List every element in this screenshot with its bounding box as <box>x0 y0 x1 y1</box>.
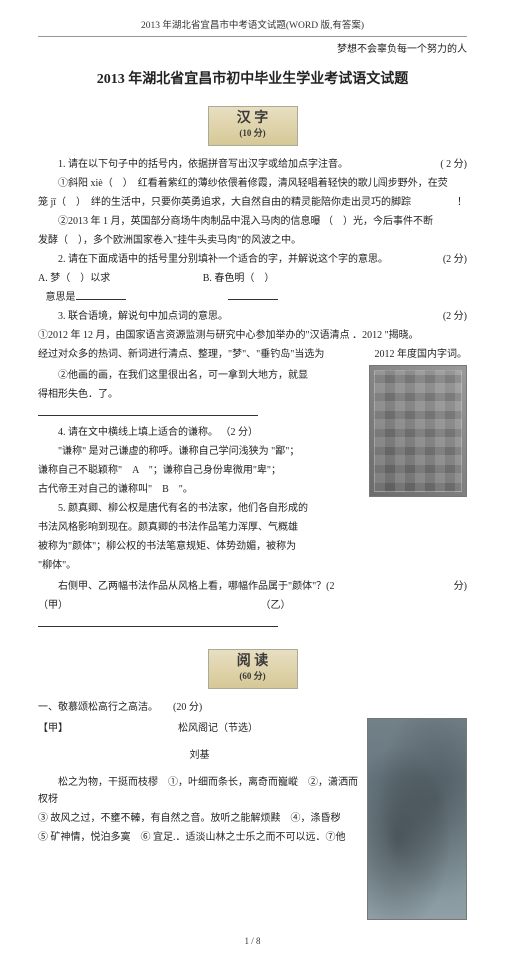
q5-l3: "柳体"。 <box>38 557 361 574</box>
reading-author: 刘基 <box>38 747 361 764</box>
q5-question: 右侧甲、乙两幅书法作品从风格上看，哪幅作品属于"颜体"？(2 分) <box>38 578 467 595</box>
q5-l2: 被称为"颜体"；柳公权的书法笔意规矩、体势劲媚，被称为 <box>38 538 361 555</box>
q3-l3: ②他画的画，在我们这里很出名，可一拿到大地方，就显 <box>38 367 361 384</box>
blank[interactable] <box>38 616 278 627</box>
q4-intro: 4. 请在文中横线上填上适合的谦称。 （2 分） <box>38 424 361 441</box>
calligraphy-image <box>369 365 467 497</box>
page-number: 1 / 8 <box>38 934 467 949</box>
q2-intro: 2. 请在下面成语中的括号里分别填补一个适合的字，并解说这个字的意思。 (2 分… <box>38 251 467 268</box>
q3-l2: 经过对众多的热词、新词进行清点、整理，"梦"、"垂钓岛"当选为 2012 年度国… <box>38 346 467 363</box>
divider <box>38 36 467 37</box>
q3-q5-block: ②他画的画，在我们这里很出名，可一拿到大地方，就显 得相形失色．了。 4. 请在… <box>38 365 467 576</box>
reading-heading: 【甲】松风阁记（节选） <box>38 720 361 737</box>
q3-l1: ①2012 年 12 月，由国家语言资源监测与研究中心参加举办的"汉语清点 ．2… <box>38 327 467 344</box>
stamp-main: 汉 字 <box>237 111 269 126</box>
q1-intro: 1. 请在以下句子中的括号内，依据拼音写出汉字或给加点字注音。 ( 2 分) <box>38 156 467 173</box>
stamp-sub: (60 分) <box>209 671 297 682</box>
doc-header: 2013 年湖北省宜昌市中考语文试题(WORD 版,有答案) <box>38 18 467 34</box>
q1-line2c: 发酵（ ），多个欧洲国家卷入"挂牛头卖马肉"的风波之中。 <box>38 232 467 249</box>
reading-l1: 松之为物，干挺而枝樛 ①，叶细而条长，离奇而巃嵷 ②，潇洒而杈枒 <box>38 774 361 808</box>
section-stamp-hanzi: 汉 字 (10 分) <box>208 106 298 146</box>
q4-l2: 谦称自己不聪颖称" A "；谦称自己身份卑微用"卑"； <box>38 462 361 479</box>
stamp-sub: (10 分) <box>209 128 297 139</box>
q5-intro: 5. 颜真卿、柳公权是唐代有名的书法家，他们各自形成的 <box>38 500 361 517</box>
sec2-title: 一、敬慕颂松高行之高洁。 (20 分) <box>38 699 467 716</box>
q5-l1: 书法风格影响到现在。颜真卿的书法作品笔力浑厚、气概雄 <box>38 519 361 536</box>
q1-line2: ②2013 年 1 月，英国部分商场牛肉制品中混入马肉的信息曝 （ ）光，今后事… <box>38 213 467 230</box>
exam-page: 2013 年湖北省宜昌市中考语文试题(WORD 版,有答案) 梦想不会辜负每一个… <box>0 0 505 959</box>
q5-labels: （甲） （乙） <box>38 597 467 614</box>
motto: 梦想不会辜负每一个努力的人 <box>38 41 467 58</box>
reading-l3: ⑤ 矿神情，悦泊多寞 ⑥ 宜足.．适淡山林之士乐之而不可以远．⑦他 <box>38 829 361 846</box>
q3-blank <box>38 405 361 422</box>
reading-block: 【甲】松风阁记（节选） 刘基 松之为物，干挺而枝樛 ①，叶细而条长，离奇而巃嵷 … <box>38 718 467 920</box>
q2-options: A. 梦（ ）以求 B. 春色明（ ） <box>38 270 467 287</box>
reading-l2: ③ 故风之过，不壅不轃，有自然之音。放听之能解烦黩 ④，涤昏秽 <box>38 810 361 827</box>
q3-intro: 3. 联合语境，解说句中加点词的意思。 (2 分) <box>38 308 467 325</box>
q1-score: ( 2 分) <box>420 156 467 173</box>
pine-image <box>367 718 467 920</box>
q2-score: (2 分) <box>423 251 467 268</box>
blank[interactable] <box>76 289 126 300</box>
q4-l1: "谦称" 是对己谦虚的称呼。谦称自己学问浅狭为 "鄙"； <box>38 443 361 460</box>
q1-line1b: 笼 jī（ ） 绊的生活中，只要你英勇追求，大自然自由的精灵能陪你走出灵巧的脚踪… <box>38 194 467 211</box>
q1-line1: ①斜阳 xiè（ ） 红看着紫红的薄纱依偎着修霞，清风轻唱着轻快的歌儿闯步野外，… <box>38 175 467 192</box>
q3-score: (2 分) <box>423 308 467 325</box>
section-stamp-yuedu: 阅 读 (60 分) <box>208 649 298 689</box>
page-title: 2013 年湖北省宜昌市初中毕业生学业考试语文试题 <box>38 68 467 92</box>
q4-l3: 古代帝王对自己的谦称叫" B "。 <box>38 481 361 498</box>
q3-l4: 得相形失色．了。 <box>38 386 361 403</box>
q2-answers: 意思是 <box>38 289 467 306</box>
blank[interactable] <box>228 289 278 300</box>
stamp-main: 阅 读 <box>237 654 269 669</box>
